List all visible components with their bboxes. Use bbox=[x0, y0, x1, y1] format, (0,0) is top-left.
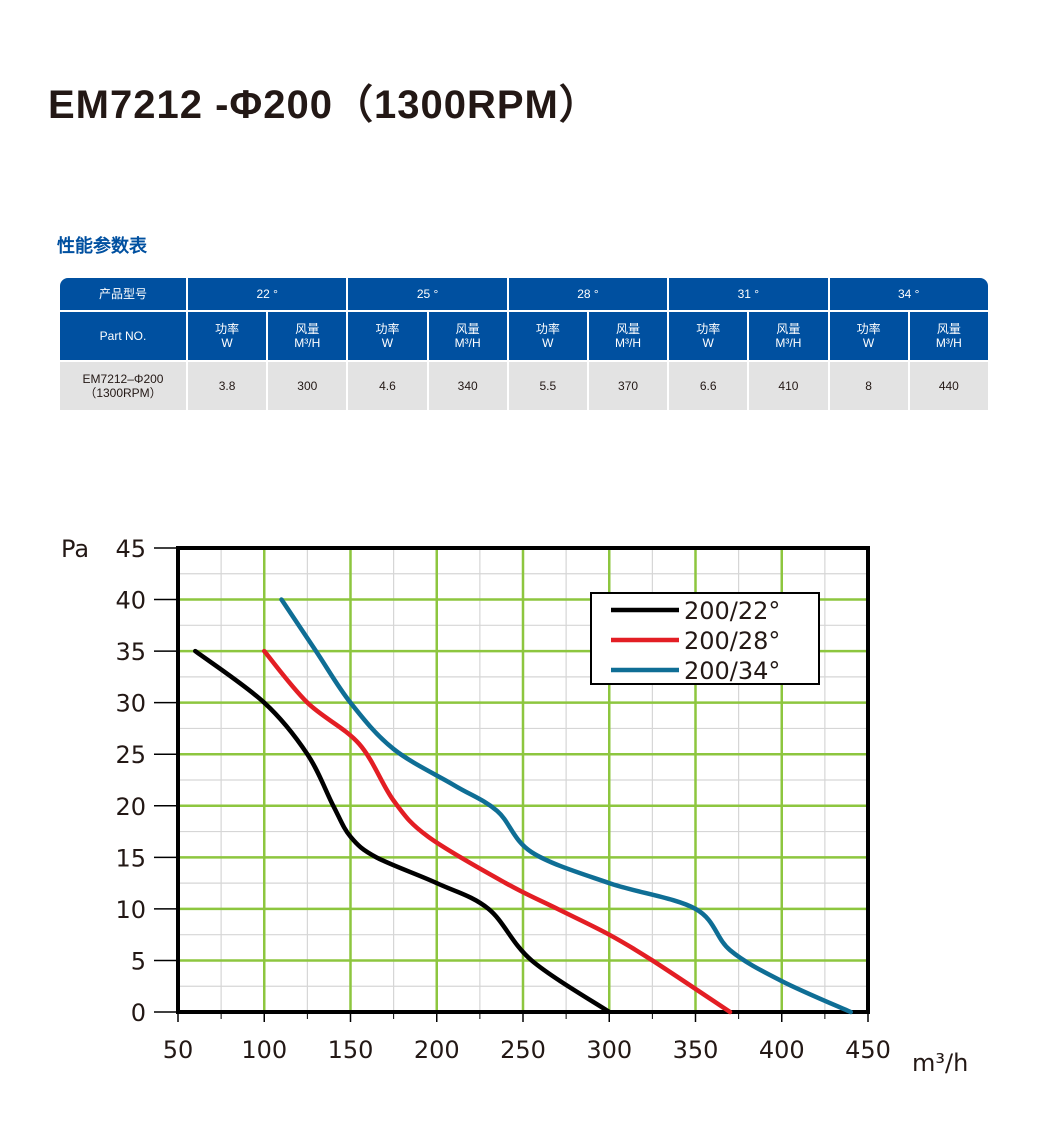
legend: 200/22°200/28°200/34° bbox=[590, 592, 820, 685]
x-tick-label: 300 bbox=[586, 1036, 632, 1064]
header-unit: M³/H bbox=[454, 336, 481, 350]
x-axis-label: m³/h bbox=[912, 1049, 968, 1077]
power-header: 功率 W bbox=[829, 312, 908, 360]
y-tick-label: 20 bbox=[115, 793, 146, 821]
performance-table: 产品型号 22 ° 25 ° 28 ° 31 ° 34 ° Part NO. 功… bbox=[58, 276, 990, 412]
y-tick-label: 15 bbox=[115, 844, 146, 872]
header-label: 风量 bbox=[776, 322, 801, 336]
airflow-value-cell: 440 bbox=[909, 362, 988, 410]
angle-header: 28 ° bbox=[508, 278, 668, 310]
header-label: 风量 bbox=[295, 322, 320, 336]
airflow-header: 风量 M³/H bbox=[428, 312, 507, 360]
header-unit: M³/H bbox=[615, 336, 642, 350]
part-number-line: EM7212–Φ200 bbox=[82, 372, 164, 386]
header-label: 功率 bbox=[375, 322, 400, 336]
page-title: EM7212 -Φ200（1300RPM） bbox=[48, 83, 600, 127]
part-number-cell: EM7212–Φ200 （1300RPM） bbox=[60, 362, 186, 410]
y-tick-label: 35 bbox=[115, 638, 146, 666]
header-label: 功率 bbox=[856, 322, 881, 336]
series-line bbox=[262, 648, 733, 1015]
header-label: 功率 bbox=[696, 322, 721, 336]
series-line bbox=[193, 648, 612, 1015]
y-tick-label: 45 bbox=[115, 535, 146, 563]
airflow-value-cell: 340 bbox=[428, 362, 507, 410]
x-tick-label: 400 bbox=[759, 1036, 805, 1064]
y-tick-label: 30 bbox=[115, 690, 146, 718]
power-value-cell: 4.6 bbox=[348, 362, 427, 410]
x-tick-label: 250 bbox=[500, 1036, 546, 1064]
header-unit: M³/H bbox=[294, 336, 321, 350]
series-line bbox=[279, 597, 853, 1015]
header-unit: W bbox=[702, 336, 714, 350]
part-number-line: （1300RPM） bbox=[84, 386, 162, 400]
header-label: 风量 bbox=[455, 322, 480, 336]
header-label: 风量 bbox=[936, 322, 961, 336]
legend-label: 200/22° bbox=[684, 597, 780, 625]
power-header: 功率 W bbox=[669, 312, 748, 360]
axis-ticks: 0 5 10 15 20 25 30 35 40 45 50 100 150 200 250 300 350 40… bbox=[115, 535, 890, 1064]
airflow-header: 风量 M³/H bbox=[909, 312, 988, 360]
angle-header: 25 ° bbox=[348, 278, 507, 310]
power-value-cell: 8 bbox=[829, 362, 908, 410]
header-unit: W bbox=[542, 336, 554, 350]
header-unit: M³/H bbox=[775, 336, 802, 350]
airflow-value-cell: 300 bbox=[268, 362, 347, 410]
airflow-value-cell: 370 bbox=[588, 362, 668, 410]
airflow-header: 风量 M³/H bbox=[268, 312, 347, 360]
x-tick-label: 50 bbox=[163, 1036, 194, 1064]
y-tick-label: 40 bbox=[115, 587, 146, 615]
y-tick-label: 5 bbox=[131, 947, 146, 975]
x-tick-label: 200 bbox=[414, 1036, 460, 1064]
legend-label: 200/28° bbox=[684, 627, 780, 655]
y-axis-label: Pa bbox=[61, 535, 89, 563]
part-number-header: Part NO. bbox=[60, 312, 186, 360]
series-layer bbox=[193, 597, 853, 1015]
power-header: 功率 W bbox=[508, 312, 587, 360]
angle-header: 22 ° bbox=[188, 278, 347, 310]
section-title: 性能参数表 bbox=[57, 236, 147, 256]
plot-frame bbox=[176, 546, 870, 1014]
power-header: 功率 W bbox=[348, 312, 427, 360]
angle-header: 34 ° bbox=[829, 278, 988, 310]
airflow-header: 风量 M³/H bbox=[588, 312, 668, 360]
header-unit: W bbox=[221, 336, 233, 350]
y-tick-label: 25 bbox=[115, 741, 146, 769]
airflow-header: 风量 M³/H bbox=[749, 312, 828, 360]
header-unit: W bbox=[381, 336, 394, 350]
header-unit: W bbox=[862, 336, 875, 350]
x-tick-label: 450 bbox=[845, 1036, 891, 1064]
power-value-cell: 5.5 bbox=[508, 362, 587, 410]
pressure-airflow-chart: 0 5 10 15 20 25 30 35 40 45 50 100 150 200 250 300 350 40… bbox=[61, 535, 968, 1077]
legend-label: 200/34° bbox=[684, 657, 780, 685]
angle-header: 31 ° bbox=[669, 278, 828, 310]
y-tick-label: 0 bbox=[131, 999, 146, 1027]
x-tick-label: 350 bbox=[673, 1036, 719, 1064]
airflow-value-cell: 410 bbox=[749, 362, 828, 410]
power-value-cell: 3.8 bbox=[188, 362, 267, 410]
header-label: 风量 bbox=[616, 322, 641, 336]
header-label: 功率 bbox=[535, 322, 560, 336]
y-tick-label: 10 bbox=[115, 896, 146, 924]
header-label: 功率 bbox=[215, 322, 240, 336]
x-tick-label: 150 bbox=[328, 1036, 374, 1064]
power-header: 功率 W bbox=[188, 312, 267, 360]
power-value-cell: 6.6 bbox=[669, 362, 748, 410]
x-tick-label: 100 bbox=[241, 1036, 287, 1064]
header-unit: M³/H bbox=[935, 336, 962, 350]
corner-header: 产品型号 bbox=[60, 278, 186, 310]
